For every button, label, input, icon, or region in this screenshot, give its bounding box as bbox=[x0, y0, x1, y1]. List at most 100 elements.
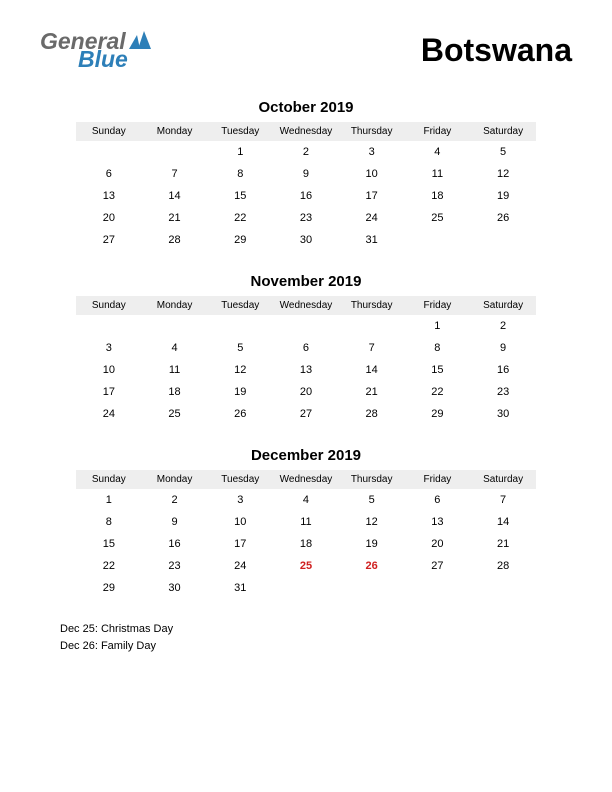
calendar-cell: 14 bbox=[339, 359, 405, 381]
calendar-cell: 2 bbox=[273, 141, 339, 163]
day-header: Friday bbox=[405, 122, 471, 141]
calendar-cell: 23 bbox=[470, 381, 536, 403]
calendar-cell: 8 bbox=[207, 163, 273, 185]
day-header: Monday bbox=[142, 470, 208, 489]
calendar-cell: 16 bbox=[470, 359, 536, 381]
calendar-month: December 2019 SundayMondayTuesdayWednesda… bbox=[76, 447, 536, 599]
day-header: Saturday bbox=[470, 296, 536, 315]
calendar-cell: 1 bbox=[76, 489, 142, 511]
calendar-row: 20212223242526 bbox=[76, 207, 536, 229]
calendar-cell: 7 bbox=[339, 337, 405, 359]
day-header: Saturday bbox=[470, 470, 536, 489]
calendar-cell: 27 bbox=[273, 403, 339, 425]
calendar-row: 293031 bbox=[76, 577, 536, 599]
day-header: Sunday bbox=[76, 296, 142, 315]
calendar-cell bbox=[405, 577, 471, 599]
calendar-row: 12 bbox=[76, 315, 536, 337]
month-title: October 2019 bbox=[76, 99, 536, 116]
calendar-row: 3456789 bbox=[76, 337, 536, 359]
calendar-cell: 16 bbox=[142, 533, 208, 555]
calendar-cell: 22 bbox=[405, 381, 471, 403]
logo-word2: Blue bbox=[40, 48, 151, 71]
calendar-cell: 8 bbox=[76, 511, 142, 533]
calendar-row: 12345 bbox=[76, 141, 536, 163]
calendar-cell: 25 bbox=[142, 403, 208, 425]
calendar-cell bbox=[470, 577, 536, 599]
calendar-cell: 28 bbox=[142, 229, 208, 251]
calendar-cell bbox=[339, 315, 405, 337]
calendar-cell: 5 bbox=[339, 489, 405, 511]
calendar-row: 17181920212223 bbox=[76, 381, 536, 403]
calendar-cell: 18 bbox=[142, 381, 208, 403]
calendar-month: October 2019 SundayMondayTuesdayWednesday… bbox=[76, 99, 536, 251]
calendar-cell: 4 bbox=[405, 141, 471, 163]
calendar-cell: 10 bbox=[207, 511, 273, 533]
calendar-cell: 18 bbox=[273, 533, 339, 555]
calendar-table: SundayMondayTuesdayWednesdayThursdayFrid… bbox=[76, 470, 536, 599]
holiday-entry: Dec 25: Christmas Day bbox=[60, 621, 572, 638]
month-title: December 2019 bbox=[76, 447, 536, 464]
calendar-cell: 24 bbox=[339, 207, 405, 229]
calendar-row: 15161718192021 bbox=[76, 533, 536, 555]
calendar-cell bbox=[405, 229, 471, 251]
calendar-cell: 13 bbox=[405, 511, 471, 533]
calendar-cell: 3 bbox=[207, 489, 273, 511]
calendar-cell: 14 bbox=[142, 185, 208, 207]
calendar-cell: 22 bbox=[76, 555, 142, 577]
calendar-cell: 25 bbox=[273, 555, 339, 577]
day-header: Thursday bbox=[339, 296, 405, 315]
calendar-cell: 10 bbox=[76, 359, 142, 381]
calendar-cell: 29 bbox=[405, 403, 471, 425]
month-title: November 2019 bbox=[76, 273, 536, 290]
calendar-cell: 4 bbox=[142, 337, 208, 359]
calendar-cell bbox=[142, 315, 208, 337]
country-title: Botswana bbox=[421, 32, 572, 69]
calendar-cell: 3 bbox=[76, 337, 142, 359]
calendar-cell: 17 bbox=[76, 381, 142, 403]
calendar-cell: 31 bbox=[339, 229, 405, 251]
calendar-cell bbox=[470, 229, 536, 251]
calendar-cell: 20 bbox=[76, 207, 142, 229]
calendars-container: October 2019SundayMondayTuesdayWednesday… bbox=[40, 99, 572, 599]
calendar-cell: 21 bbox=[470, 533, 536, 555]
calendar-cell bbox=[339, 577, 405, 599]
day-header: Thursday bbox=[339, 122, 405, 141]
calendar-cell: 6 bbox=[405, 489, 471, 511]
calendar-table: SundayMondayTuesdayWednesdayThursdayFrid… bbox=[76, 122, 536, 251]
calendar-cell: 23 bbox=[273, 207, 339, 229]
calendar-cell: 17 bbox=[339, 185, 405, 207]
page-header: General Blue Botswana bbox=[40, 30, 572, 71]
calendar-row: 13141516171819 bbox=[76, 185, 536, 207]
calendar-row: 1234567 bbox=[76, 489, 536, 511]
calendar-cell: 11 bbox=[405, 163, 471, 185]
calendar-cell: 5 bbox=[207, 337, 273, 359]
calendar-cell: 26 bbox=[339, 555, 405, 577]
calendar-cell bbox=[142, 141, 208, 163]
calendar-cell: 13 bbox=[273, 359, 339, 381]
calendar-cell: 30 bbox=[273, 229, 339, 251]
day-header: Sunday bbox=[76, 470, 142, 489]
day-header: Tuesday bbox=[207, 122, 273, 141]
calendar-cell: 12 bbox=[470, 163, 536, 185]
calendar-cell: 22 bbox=[207, 207, 273, 229]
calendar-cell bbox=[207, 315, 273, 337]
calendar-cell: 19 bbox=[207, 381, 273, 403]
calendar-cell: 15 bbox=[207, 185, 273, 207]
calendar-cell: 24 bbox=[76, 403, 142, 425]
day-header: Friday bbox=[405, 470, 471, 489]
logo-mark-icon bbox=[129, 31, 151, 49]
day-header: Wednesday bbox=[273, 470, 339, 489]
logo: General Blue bbox=[40, 30, 151, 71]
calendar-cell: 8 bbox=[405, 337, 471, 359]
calendar-cell: 31 bbox=[207, 577, 273, 599]
calendar-cell: 2 bbox=[470, 315, 536, 337]
calendar-row: 22232425262728 bbox=[76, 555, 536, 577]
calendar-cell: 21 bbox=[339, 381, 405, 403]
calendar-cell: 26 bbox=[470, 207, 536, 229]
calendar-cell bbox=[76, 141, 142, 163]
calendar-cell: 16 bbox=[273, 185, 339, 207]
calendar-cell: 28 bbox=[339, 403, 405, 425]
calendar-cell: 24 bbox=[207, 555, 273, 577]
calendar-cell: 9 bbox=[273, 163, 339, 185]
calendar-cell: 26 bbox=[207, 403, 273, 425]
